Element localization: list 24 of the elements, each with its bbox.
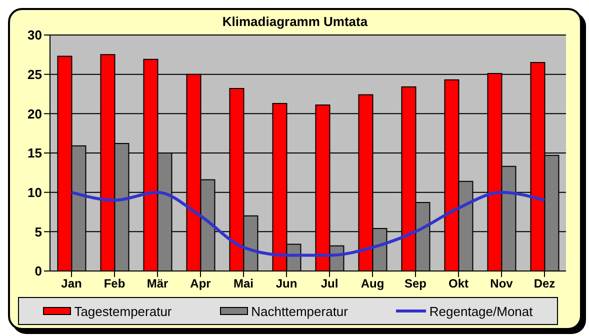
chart-title: Klimadiagramm Umtata (221, 13, 369, 29)
x-tick-label: Sep (404, 276, 427, 291)
x-tick-label: Jun (276, 276, 298, 291)
legend-label: Nachttemperatur (250, 304, 348, 318)
x-tick-label: Nov (490, 276, 514, 291)
x-tick-label: Mai (233, 276, 254, 291)
line-series (70, 190, 546, 257)
y-tick-label: 5 (34, 224, 42, 240)
y-tick-label: 0 (34, 264, 42, 279)
y-tick-label: 10 (28, 184, 42, 200)
x-tick-label: Aug (360, 276, 384, 291)
y-tick-label: 30 (28, 28, 42, 43)
y-tick-label: 20 (28, 106, 42, 122)
x-tick-label: Dez (534, 276, 556, 291)
x-tick-label: Feb (104, 276, 126, 291)
legend-label: Tagestemperatur (73, 304, 172, 318)
x-tick-label: Jan (61, 276, 82, 291)
x-tick-label: Okt (448, 276, 469, 291)
x-tick-label: Apr (190, 276, 212, 291)
x-tick-label: Jul (320, 276, 338, 291)
y-tick-label: 15 (28, 146, 42, 161)
y-tick-label: 25 (28, 66, 42, 82)
legend-label: Regentage/Monat (428, 304, 533, 318)
x-tick-label: Mär (146, 276, 168, 291)
